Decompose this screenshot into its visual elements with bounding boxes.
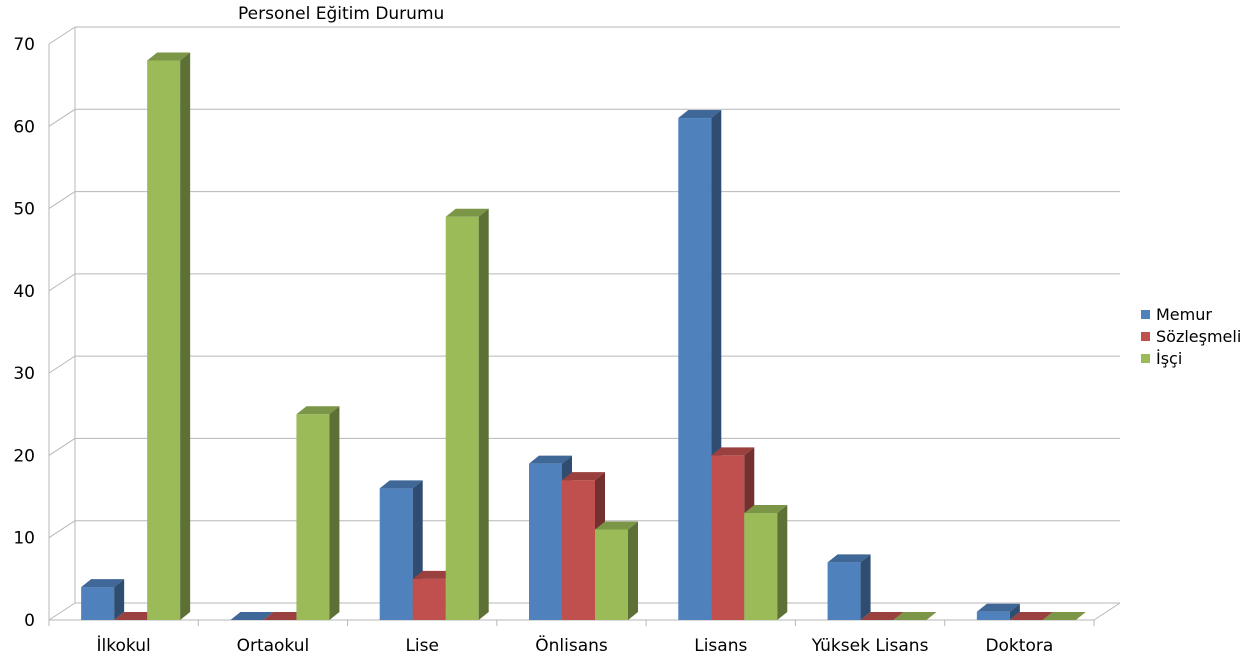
bar (860, 612, 904, 620)
legend-item: İşçi (1141, 347, 1241, 369)
x-category-label: Doktora (985, 636, 1053, 656)
gridline-side (48, 520, 76, 539)
bar (595, 521, 638, 620)
bar-front (562, 480, 595, 620)
bars (81, 52, 1086, 621)
legend-label: Sözleşmeli (1156, 326, 1242, 346)
bar-top (296, 406, 340, 415)
x-category-label: İlkokul (97, 635, 151, 656)
bar-top (1009, 612, 1053, 620)
bar-top (114, 612, 158, 620)
bar-side (114, 579, 125, 620)
bar-front (81, 587, 115, 620)
bar-top (1042, 612, 1086, 620)
bar-top (445, 208, 489, 217)
bar-top (412, 570, 456, 579)
gridline-side (48, 355, 76, 374)
gridlines (48, 26, 1121, 626)
bar-front (744, 513, 778, 620)
bar-front (529, 463, 562, 620)
bar (1009, 612, 1053, 620)
gridline-side (48, 191, 76, 209)
bar-side (329, 406, 340, 620)
x-category-label: Önlisans (535, 634, 608, 656)
bar-top (230, 612, 274, 620)
bar (81, 579, 125, 620)
bar-side (180, 52, 191, 620)
bar (827, 554, 871, 620)
y-tick-label: 20 (13, 446, 35, 466)
gridline-side (48, 438, 76, 456)
bar-side (478, 208, 489, 621)
y-tick-label: 70 (13, 35, 35, 55)
bar (744, 505, 788, 620)
bar-top (893, 612, 937, 620)
bar-top (562, 472, 605, 481)
y-tick-label: 30 (13, 364, 35, 384)
bar-front (296, 414, 330, 620)
x-category-label: Lise (405, 636, 439, 656)
gridline-side (48, 26, 76, 45)
bar-top (678, 110, 722, 119)
x-category-label: Ortaokul (237, 636, 310, 656)
bar (1042, 612, 1086, 620)
bar-top (529, 455, 572, 464)
bar-side (1009, 603, 1020, 620)
bar (263, 612, 307, 620)
bar-front (379, 488, 413, 620)
legend-item: Sözleşmeli (1141, 325, 1241, 347)
bar-front (678, 118, 712, 621)
y-tick-label: 0 (24, 611, 35, 631)
y-axis-ticks: 0 10 20 30 40 50 60 70 (13, 35, 35, 631)
x-category-label: Yüksek Lisans (811, 636, 929, 656)
bar (114, 612, 158, 620)
bar-front (445, 216, 479, 621)
y-tick-label: 40 (13, 282, 35, 302)
bar-top (147, 52, 191, 61)
gridline-side (48, 108, 76, 127)
bar (445, 208, 489, 621)
legend-swatch (1141, 309, 1150, 319)
bar-top (711, 447, 755, 456)
bar (296, 406, 340, 620)
bar-top (744, 505, 788, 514)
bar-top (263, 612, 307, 620)
bar-top (827, 554, 871, 563)
legend-label: Memur (1156, 304, 1212, 324)
legend: Memur Sözleşmeli İşçi (1141, 303, 1241, 369)
bar-front (595, 529, 628, 620)
legend-swatch (1141, 331, 1150, 341)
x-axis-categories: İlkokul Ortaokul Lise Önlisans Lisans Yüksek … (97, 634, 1054, 656)
gridline-side (48, 602, 76, 621)
bar-side (777, 505, 788, 620)
bar-front (711, 455, 745, 620)
bar-front (147, 60, 181, 620)
bar-side (860, 554, 871, 620)
bar-top (595, 521, 638, 530)
gridline-side (48, 273, 76, 292)
bar-front (976, 611, 1010, 620)
legend-item: Memur (1141, 303, 1241, 325)
floor-edge (1093, 602, 1121, 621)
bar-top (860, 612, 904, 620)
y-tick-label: 10 (13, 529, 35, 549)
chart-title: Personel Eğitim Durumu (238, 4, 444, 24)
bar (976, 603, 1020, 620)
bar-top (976, 603, 1020, 612)
legend-swatch (1141, 353, 1150, 363)
bar (893, 612, 937, 620)
bar-top (81, 579, 125, 588)
y-tick-label: 50 (13, 200, 35, 220)
bar (230, 612, 274, 620)
legend-label: İşçi (1156, 348, 1183, 368)
bar-front (827, 562, 861, 620)
bar (147, 52, 191, 620)
bar-top (379, 480, 423, 489)
bar-side (628, 521, 638, 620)
bar-front (412, 578, 446, 620)
y-tick-label: 60 (13, 117, 35, 137)
x-category-label: Lisans (694, 636, 747, 656)
